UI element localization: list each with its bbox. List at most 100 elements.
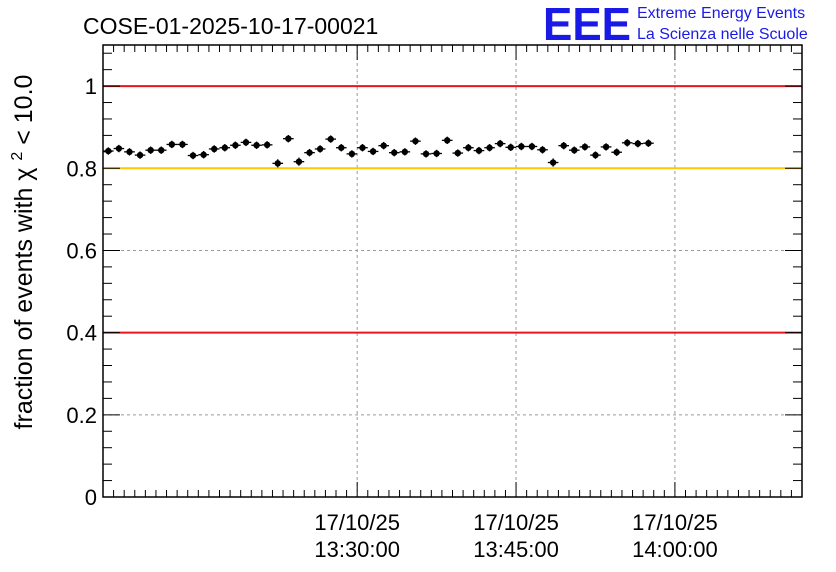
data-point-marker (316, 145, 324, 153)
data-point-marker (539, 146, 546, 153)
data-point (621, 139, 633, 147)
data-point-marker (359, 144, 366, 151)
data-point (558, 141, 569, 150)
data-point (643, 139, 654, 147)
data-point-marker (200, 151, 207, 158)
data-point-marker (602, 143, 610, 151)
eee-logo: EEE Extreme Energy Events La Scienza nel… (543, 0, 808, 50)
data-point (261, 141, 273, 149)
data-point-marker (507, 144, 514, 151)
data-point-marker (211, 145, 218, 153)
data-point (410, 137, 421, 145)
y-tick-label: 0.2 (66, 403, 97, 428)
axes (102, 44, 803, 498)
data-point-marker (285, 135, 292, 142)
data-point (452, 149, 464, 157)
data-point-marker (412, 137, 419, 145)
data-point-marker (645, 140, 652, 147)
y-axis-title-prefix: fraction of events with (10, 181, 38, 430)
data-point-marker (115, 145, 123, 152)
data-point-marker (327, 135, 334, 143)
data-point-marker (179, 141, 186, 148)
data-point-marker (592, 151, 599, 159)
x-tick-label-date: 17/10/25 (314, 510, 400, 535)
data-point-marker (454, 149, 461, 157)
y-axis-title: fraction of events with χ 2 < 10.0 (0, 75, 38, 430)
data-point-marker (168, 141, 176, 148)
data-point (166, 140, 178, 149)
data-point (431, 149, 442, 158)
y-axis-title-chi: χ (10, 168, 38, 181)
data-point (155, 146, 167, 154)
data-point (124, 148, 135, 156)
data-point-marker (401, 148, 409, 156)
data-point (198, 151, 209, 159)
data-point (251, 141, 262, 149)
grid-lines (103, 45, 802, 497)
data-point-marker (306, 149, 313, 156)
data-point (283, 134, 294, 143)
data-point-marker (581, 143, 589, 151)
data-point-marker (496, 140, 504, 147)
x-tick-label-time: 13:30:00 (314, 537, 400, 562)
x-tick-label-date: 17/10/25 (473, 510, 559, 535)
data-point (484, 144, 495, 152)
data-point-marker (444, 137, 451, 144)
data-point (240, 138, 252, 147)
data-point (113, 144, 125, 153)
data-point (187, 151, 199, 160)
data-point (516, 142, 527, 151)
data-point (463, 144, 474, 152)
data-point (505, 143, 517, 152)
data-point (367, 147, 379, 156)
chart-title: COSE-01-2025-10-17-00021 (83, 13, 378, 39)
x-tick-label-date: 17/10/25 (632, 510, 718, 535)
data-point-marker (549, 159, 557, 166)
reference-lines (103, 85, 802, 334)
data-point (600, 143, 612, 151)
data-point-marker (528, 143, 536, 150)
data-point-marker (486, 144, 493, 151)
data-point-marker (475, 147, 483, 154)
data-point-marker (242, 139, 250, 146)
data-point (569, 146, 580, 154)
data-point (611, 148, 622, 156)
y-tick-label: 0.8 (66, 156, 97, 181)
data-point-marker (560, 142, 567, 149)
data-point (632, 139, 644, 148)
data-point-marker (571, 146, 578, 154)
x-tick-label-time: 14:00:00 (632, 537, 718, 562)
data-point-marker (126, 148, 133, 156)
y-axis-title-suffix: < 10.0 (10, 75, 38, 145)
data-point (346, 150, 358, 158)
data-point-marker (136, 151, 144, 159)
data-point (579, 143, 591, 151)
data-point-marker (232, 142, 239, 149)
eee-logo-letters: EEE (543, 0, 631, 50)
data-point (293, 157, 305, 166)
data-point (388, 148, 400, 157)
data-point (145, 146, 156, 154)
data-point-marker (613, 149, 620, 156)
data-point (537, 146, 548, 154)
data-points (103, 134, 654, 168)
data-point (590, 151, 601, 159)
data-point-marker (253, 142, 260, 149)
data-point (304, 148, 315, 157)
data-point (526, 142, 538, 151)
x-tick-label-time: 13:45:00 (473, 537, 559, 562)
data-point-marker (105, 147, 112, 155)
data-point-marker (158, 146, 165, 154)
y-tick-label: 0.6 (66, 238, 97, 263)
data-point-marker (274, 160, 281, 167)
eee-logo-line2: La Scienza nelle Scuole (637, 26, 808, 43)
data-point-marker (263, 141, 271, 149)
data-point-marker (391, 149, 398, 156)
data-point (325, 135, 336, 143)
data-point (494, 139, 506, 148)
data-point-marker (348, 150, 356, 158)
data-point (336, 144, 347, 152)
data-point (230, 141, 241, 149)
data-point (314, 145, 326, 153)
